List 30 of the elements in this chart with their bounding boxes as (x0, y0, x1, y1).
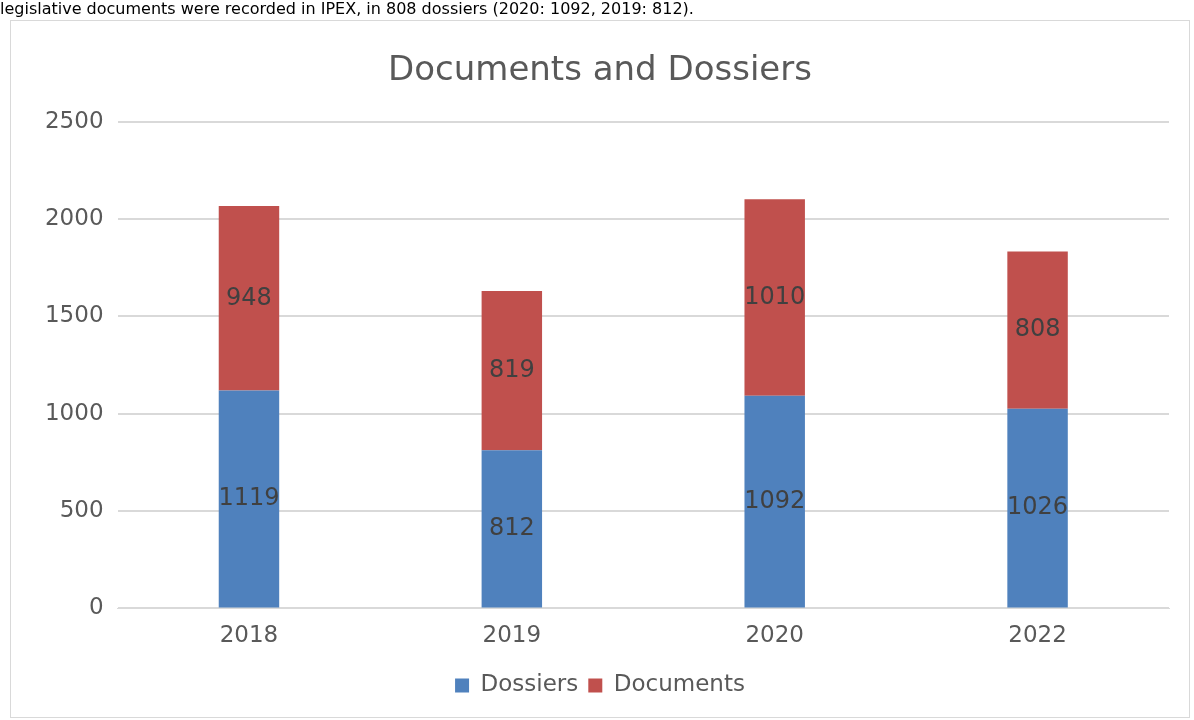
data-label: 1119 (218, 483, 280, 512)
y-tick-label: 500 (59, 496, 104, 523)
bar (744, 199, 805, 396)
x-tick-label: 2020 (745, 621, 804, 648)
y-tick-label: 1500 (44, 301, 104, 328)
bar (1007, 251, 1068, 409)
bar (744, 395, 805, 608)
y-tick-label: 1000 (44, 398, 104, 425)
bar (481, 450, 543, 608)
x-tick-label: 2022 (1008, 621, 1067, 648)
chart-title: Documents and Dossiers (388, 48, 812, 89)
data-label: 1092 (744, 485, 806, 514)
data-label: 819 (488, 354, 535, 383)
x-tick-label: 2018 (219, 621, 279, 648)
data-label: 808 (1014, 314, 1061, 343)
legend-label: Documents (613, 670, 745, 697)
legend-label: Dossiers (480, 670, 579, 697)
bar (218, 206, 280, 391)
data-label: 812 (488, 513, 535, 542)
y-tick-label: 2000 (44, 204, 104, 231)
y-tick-label: 0 (88, 593, 104, 620)
data-label: 948 (226, 282, 272, 311)
y-tick-label: 2500 (44, 106, 104, 133)
bar (218, 390, 280, 608)
x-tick-label: 2019 (482, 621, 542, 648)
data-label: 1010 (744, 281, 806, 310)
bar (481, 290, 543, 451)
data-label: 1026 (1007, 492, 1069, 521)
bar (1007, 408, 1068, 608)
text: legislative documents were recorded in IPEX, in 808 dossiers (2020: 1092, 2019: 812). (0, 0, 694, 18)
